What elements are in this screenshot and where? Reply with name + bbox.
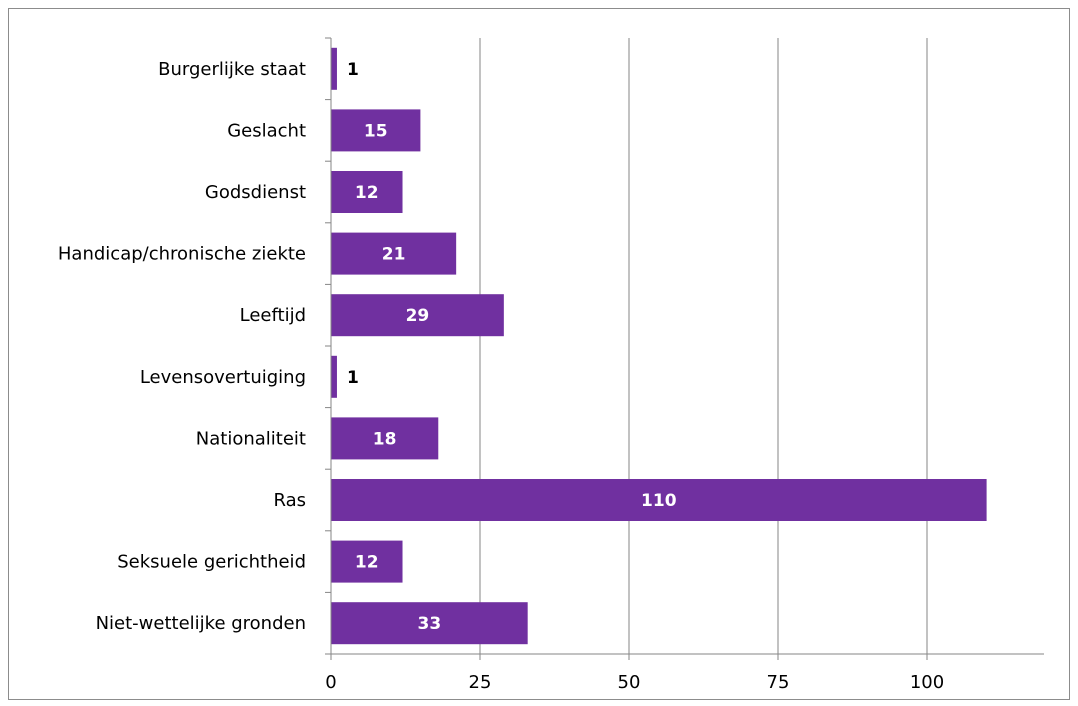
category-label: Leeftijd (240, 305, 306, 326)
data-label: 1 (347, 60, 359, 80)
bar (331, 479, 987, 521)
data-label: 18 (373, 429, 397, 449)
x-tick-label: 25 (469, 672, 492, 693)
data-label: 15 (364, 121, 388, 141)
data-label: 29 (406, 306, 430, 326)
bar (331, 109, 421, 152)
category-label: Handicap/chronische ziekte (58, 244, 306, 265)
x-tick-label: 0 (325, 672, 336, 693)
category-label: Geslacht (227, 120, 306, 141)
axes (325, 37, 1044, 660)
gridlines (479, 38, 928, 654)
category-label: Burgerlijke staat (158, 59, 306, 80)
labels: 1 15 12 21 29 1 18 110 12 33 Burgerlijke staat Gesl… (58, 59, 944, 693)
bar (331, 355, 337, 398)
category-label: Niet-wettelijke gronden (96, 613, 306, 634)
data-label: 1 (347, 368, 359, 388)
bar (331, 294, 504, 337)
bars (331, 47, 987, 645)
category-label: Nationaliteit (196, 428, 306, 449)
x-tick-label: 50 (618, 672, 641, 693)
category-label: Levensovertuiging (140, 367, 306, 388)
category-label: Seksuele gerichtheid (117, 552, 306, 573)
bar (331, 47, 337, 90)
bar (331, 540, 403, 583)
bar (331, 602, 528, 645)
data-label: 12 (355, 553, 379, 573)
bar (331, 417, 439, 460)
data-label: 21 (382, 245, 406, 265)
category-label: Ras (273, 490, 306, 511)
x-tick-label: 100 (910, 672, 944, 693)
data-label: 33 (418, 614, 442, 634)
data-label: 110 (641, 491, 677, 511)
chart-frame (8, 8, 1070, 700)
bar (331, 171, 403, 213)
bar (331, 232, 457, 275)
data-label: 12 (355, 183, 379, 203)
category-label: Godsdienst (205, 182, 306, 203)
x-tick-label: 75 (767, 672, 790, 693)
